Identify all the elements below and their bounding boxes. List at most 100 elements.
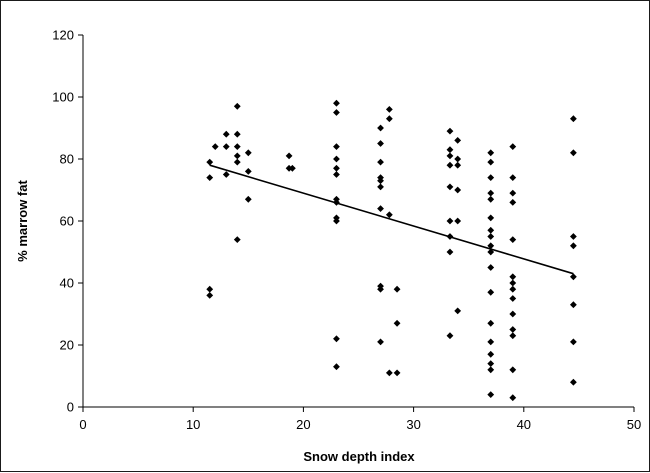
data-point	[206, 285, 214, 293]
x-axis-title: Snow depth index	[303, 449, 415, 464]
data-point	[446, 127, 454, 135]
data-point	[569, 378, 577, 386]
data-point	[446, 146, 454, 154]
data-point	[333, 363, 340, 371]
data-point	[377, 285, 384, 293]
data-point	[487, 391, 495, 398]
data-point	[487, 242, 495, 250]
data-point	[487, 288, 495, 296]
data-point	[454, 155, 462, 163]
data-point	[233, 102, 241, 110]
data-point	[206, 292, 214, 299]
data-points	[206, 99, 577, 402]
data-point	[222, 130, 230, 138]
data-point	[333, 155, 340, 163]
x-tick-label: 10	[186, 417, 200, 432]
data-point	[333, 335, 340, 343]
data-point	[233, 130, 241, 138]
data-point	[377, 140, 384, 147]
data-point	[333, 171, 340, 178]
data-point	[487, 264, 495, 271]
data-point	[377, 177, 384, 185]
data-point	[569, 233, 577, 240]
data-point	[487, 319, 495, 327]
data-point	[377, 183, 384, 191]
y-axis-title: % marrow fat	[15, 180, 30, 262]
trendline	[209, 164, 574, 275]
data-point	[285, 152, 293, 160]
data-point	[487, 158, 495, 166]
data-point	[233, 152, 241, 160]
data-point	[385, 115, 393, 123]
data-point	[233, 236, 241, 243]
x-tick-label: 20	[296, 417, 310, 432]
data-point	[233, 158, 241, 166]
data-point	[393, 285, 401, 293]
x-tick-label: 30	[406, 417, 420, 432]
data-point	[509, 199, 517, 206]
trendline-layer	[209, 164, 574, 275]
data-point	[393, 369, 401, 377]
data-point	[244, 149, 252, 157]
data-point	[454, 186, 462, 194]
y-tick-label: 20	[60, 338, 74, 353]
data-point	[454, 307, 462, 315]
y-tick-label: 120	[52, 28, 74, 43]
data-point	[487, 233, 495, 240]
data-point	[244, 168, 252, 175]
data-point	[509, 394, 517, 402]
data-point	[509, 236, 517, 243]
data-point	[509, 326, 517, 333]
data-point	[377, 205, 384, 212]
data-point	[509, 279, 517, 287]
data-point	[487, 174, 495, 181]
data-point	[446, 248, 454, 256]
data-point	[333, 99, 340, 107]
data-point	[446, 217, 454, 225]
y-tick-label: 40	[60, 276, 74, 291]
data-point	[569, 242, 577, 250]
data-point	[285, 164, 293, 172]
data-point	[569, 338, 577, 346]
data-point	[211, 143, 219, 150]
data-point	[222, 171, 230, 178]
data-point	[509, 366, 517, 374]
data-point	[446, 161, 454, 169]
data-point	[509, 189, 517, 197]
data-point	[487, 360, 495, 367]
data-point	[446, 332, 454, 340]
data-point	[393, 319, 401, 327]
data-point	[233, 143, 241, 150]
tick-labels: 0 20 40 60 80 100 120 0 10 20 30 40 50	[52, 28, 641, 433]
data-point	[569, 273, 577, 281]
data-point	[487, 350, 495, 358]
data-point	[244, 195, 252, 203]
x-tick-label: 50	[627, 417, 641, 432]
data-point	[333, 217, 340, 225]
data-point	[206, 174, 214, 181]
data-point	[487, 366, 495, 374]
data-point	[377, 158, 384, 166]
data-point	[509, 310, 517, 318]
data-point	[509, 285, 517, 293]
y-tick-label: 0	[67, 400, 74, 415]
data-point	[222, 143, 230, 150]
data-point	[454, 217, 462, 225]
data-point	[385, 211, 393, 219]
x-tick-label: 40	[517, 417, 531, 432]
data-point	[509, 332, 517, 340]
data-point	[509, 143, 517, 150]
data-point	[509, 273, 517, 281]
data-point	[569, 149, 577, 157]
data-point	[454, 161, 462, 169]
data-point	[333, 143, 340, 150]
data-point	[509, 295, 517, 302]
data-point	[487, 149, 495, 157]
data-point	[509, 174, 517, 181]
data-point	[569, 115, 577, 123]
data-point	[487, 195, 495, 203]
data-point	[377, 338, 384, 346]
data-point	[446, 183, 454, 191]
y-tick-label: 100	[52, 90, 74, 105]
